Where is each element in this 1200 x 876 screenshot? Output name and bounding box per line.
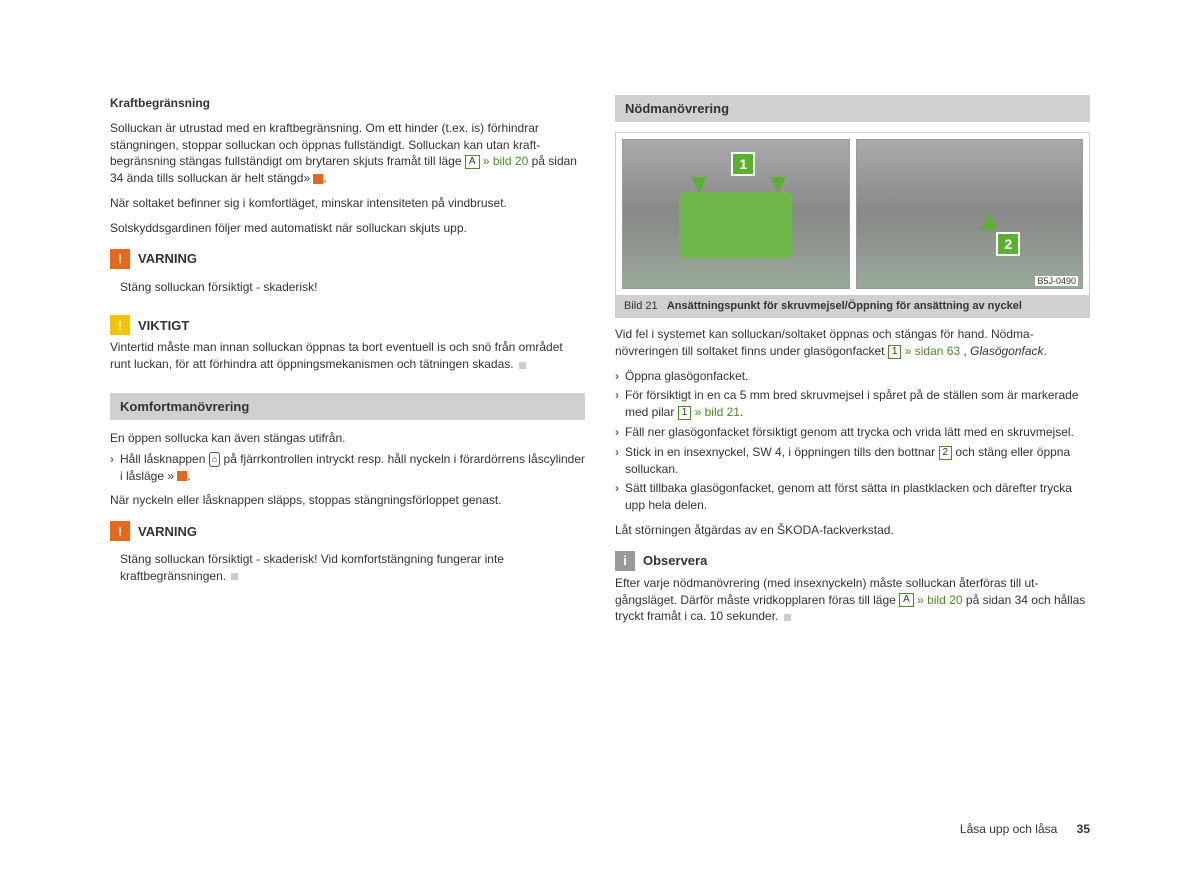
- page-container: Kraftbegränsning Solluckan är utrustad m…: [110, 95, 1090, 633]
- komfort-p1: En öppen sollucka kan även stängas utifr…: [110, 430, 585, 447]
- warning-marker-icon: [313, 174, 323, 184]
- callout-1: 1: [731, 152, 755, 176]
- bullet-item: › Fäll ner glasögonfacket försiktigt gen…: [615, 424, 1090, 441]
- figure-caption: Bild 21 Ansättningspunkt för skruvmejsel…: [616, 295, 1089, 317]
- important-icon: !: [110, 315, 130, 335]
- viktigt-body: Vintertid måste man innan solluckan öppn…: [110, 339, 585, 373]
- warning1-title: VARNING: [138, 251, 197, 266]
- warning2-body: Stäng solluckan försiktigt - skaderisk! …: [110, 545, 585, 591]
- nod-italic: Glasögon­fack: [970, 344, 1043, 358]
- fig-num: Bild 21: [624, 300, 658, 312]
- warning1-header: ! VARNING: [110, 245, 585, 273]
- bullet-marker-icon: ›: [615, 444, 619, 478]
- nod-b5: Sätt tillbaka glasögonfacket, genom att …: [625, 480, 1090, 514]
- viktigt-header: ! VIKTIGT: [110, 311, 585, 339]
- viktigt-title: VIKTIGT: [138, 318, 189, 333]
- figure-images: 1 2 B5J-0490: [616, 133, 1089, 295]
- observera-body: Efter varje nödmanövrering (med insexnyc…: [615, 575, 1090, 625]
- period: .: [187, 469, 190, 483]
- warning2-header: ! VARNING: [110, 517, 585, 545]
- bullet-item: › Håll låsknappen ⌂ på fjärrkontrollen i…: [110, 451, 585, 485]
- viktigt-text: Vintertid måste man innan solluckan öppn…: [110, 340, 563, 371]
- inline-box-2: 2: [939, 446, 953, 460]
- info-icon: i: [615, 551, 635, 571]
- inline-box-a: A: [899, 593, 914, 607]
- bullet-item: › Sätt tillbaka glasögonfacket, genom at…: [615, 480, 1090, 514]
- image-code: B5J-0490: [1035, 276, 1078, 286]
- bullet-marker-icon: ›: [615, 424, 619, 441]
- bullet-marker-icon: ›: [615, 368, 619, 385]
- warning-icon: !: [110, 249, 130, 269]
- nod-b2a: För försiktigt in en ca 5 mm bred skruvm…: [625, 388, 1079, 419]
- nod-b1: Öppna glasögonfacket.: [625, 368, 1090, 385]
- left-column: Kraftbegränsning Solluckan är utrustad m…: [110, 95, 585, 633]
- inline-box-a: A: [465, 155, 480, 169]
- obs-link: » bild 20: [917, 593, 962, 607]
- fig-caption-text: Ansättningspunkt för skruvmejsel/Öppning…: [667, 300, 1022, 312]
- glasses-compartment-illustration: [679, 192, 792, 259]
- callout-2: 2: [996, 232, 1020, 256]
- period: .: [323, 171, 326, 185]
- inline-box-1: 1: [888, 345, 902, 359]
- bullet-item: › För försiktigt in en ca 5 mm bred skru…: [615, 387, 1090, 421]
- period: .: [1044, 344, 1047, 358]
- lock-icon: ⌂: [209, 452, 220, 467]
- warning-icon: !: [110, 521, 130, 541]
- bullet-item: › Stick in en insexnyckel, SW 4, i öppni…: [615, 444, 1090, 478]
- figure-panel-b: 2 B5J-0490: [856, 139, 1084, 289]
- observera-header: i Observera: [615, 547, 1090, 575]
- nod-p2: Låt störningen åtgärdas av en ŠKODA-fack…: [615, 522, 1090, 539]
- observera-title: Observera: [643, 553, 707, 568]
- footer-text: Låsa upp och låsa: [960, 822, 1057, 836]
- right-column: Nödmanövrering 1 2 B5J-0490 Bild 21 Ansä…: [615, 95, 1090, 633]
- nod-b2: För försiktigt in en ca 5 mm bred skruvm…: [625, 387, 1090, 421]
- arrow-up-icon: [981, 214, 997, 230]
- kraft-title: Kraftbegränsning: [110, 95, 585, 112]
- bullet-marker-icon: ›: [615, 387, 619, 421]
- inline-box-1: 1: [678, 406, 692, 420]
- komfort-bullets: › Håll låsknappen ⌂ på fjärrkontrollen i…: [110, 451, 585, 485]
- figure-panel-a: 1: [622, 139, 850, 289]
- kraft-link1: » bild 20: [483, 154, 528, 168]
- komfort-b1a: Håll låsknappen: [120, 452, 209, 466]
- nod-b2-link: » bild 21: [695, 405, 740, 419]
- komfort-p2: När nyckeln eller låsknappen släpps, sto…: [110, 492, 585, 509]
- page-number: 35: [1077, 822, 1090, 836]
- warning-marker-icon: [177, 471, 187, 481]
- bullet-item: › Öppna glasögonfacket.: [615, 368, 1090, 385]
- nod-b4a: Stick in en insexnyckel, SW 4, i öppning…: [625, 445, 939, 459]
- bullet-marker-icon: ›: [110, 451, 114, 485]
- nod-link1: » sidan 63: [905, 344, 960, 358]
- nod-p1: Vid fel i systemet kan solluckan/soltake…: [615, 326, 1090, 360]
- warning1-body: Stäng solluckan försiktigt - skaderisk!: [110, 273, 585, 302]
- arrow-down-icon: [691, 177, 707, 193]
- figure-21: 1 2 B5J-0490 Bild 21 Ansättningspunkt fö…: [615, 132, 1090, 318]
- section-end-icon: [784, 614, 791, 621]
- nod-header: Nödmanövrering: [615, 95, 1090, 122]
- kraft-para1: Solluckan är utrustad med en kraftbegrän…: [110, 120, 585, 187]
- bullet-marker-icon: ›: [615, 480, 619, 514]
- komfort-b1: Håll låsknappen ⌂ på fjärrkontrollen int…: [120, 451, 585, 485]
- kraft-para3: Solskyddsgardinen följer med automatiskt…: [110, 220, 585, 237]
- komfort-header: Komfortmanövrering: [110, 393, 585, 420]
- section-end-icon: [231, 573, 238, 580]
- kraft-para2: När soltaket befinner sig i komfortläget…: [110, 195, 585, 212]
- warning2-title: VARNING: [138, 524, 197, 539]
- nod-bullets: › Öppna glasögonfacket. › För försiktigt…: [615, 368, 1090, 514]
- warning2-text: Stäng solluckan försiktigt - skaderisk! …: [120, 552, 504, 583]
- period: .: [740, 405, 743, 419]
- page-footer: Låsa upp och låsa 35: [960, 822, 1090, 836]
- nod-b4: Stick in en insexnyckel, SW 4, i öppning…: [625, 444, 1090, 478]
- section-end-icon: [519, 362, 526, 369]
- nod-b3: Fäll ner glasögonfacket försiktigt genom…: [625, 424, 1090, 441]
- arrow-down-icon: [770, 177, 786, 193]
